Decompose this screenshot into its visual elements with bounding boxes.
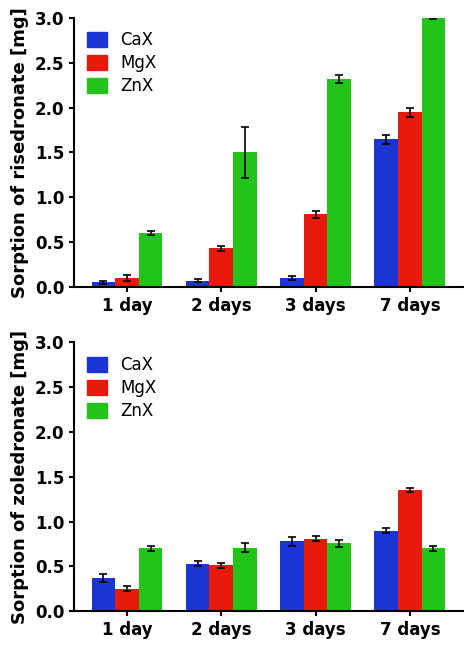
Y-axis label: Sorption of risedronate [mg]: Sorption of risedronate [mg] (11, 7, 29, 298)
Bar (280, 541, 304, 611)
Bar (115, 589, 139, 611)
Bar (210, 566, 233, 611)
Bar (374, 530, 398, 611)
Legend: CaX, MgX, ZnX: CaX, MgX, ZnX (82, 351, 162, 424)
Bar (328, 79, 351, 287)
Bar (91, 282, 115, 287)
Bar (210, 248, 233, 287)
Bar (139, 233, 162, 287)
Bar (304, 539, 328, 611)
Bar (398, 112, 422, 287)
Bar (115, 278, 139, 287)
Bar (304, 214, 328, 287)
Bar (422, 549, 445, 611)
Bar (186, 564, 210, 611)
Y-axis label: Sorption of zoledronate [mg]: Sorption of zoledronate [mg] (11, 330, 29, 624)
Bar (280, 278, 304, 287)
Bar (328, 543, 351, 611)
Bar (139, 549, 162, 611)
Bar (233, 153, 256, 287)
Bar (398, 490, 422, 611)
Bar (91, 578, 115, 611)
Bar (422, 18, 445, 287)
Bar (233, 547, 256, 611)
Bar (374, 139, 398, 287)
Legend: CaX, MgX, ZnX: CaX, MgX, ZnX (82, 27, 162, 101)
Bar (186, 281, 210, 287)
